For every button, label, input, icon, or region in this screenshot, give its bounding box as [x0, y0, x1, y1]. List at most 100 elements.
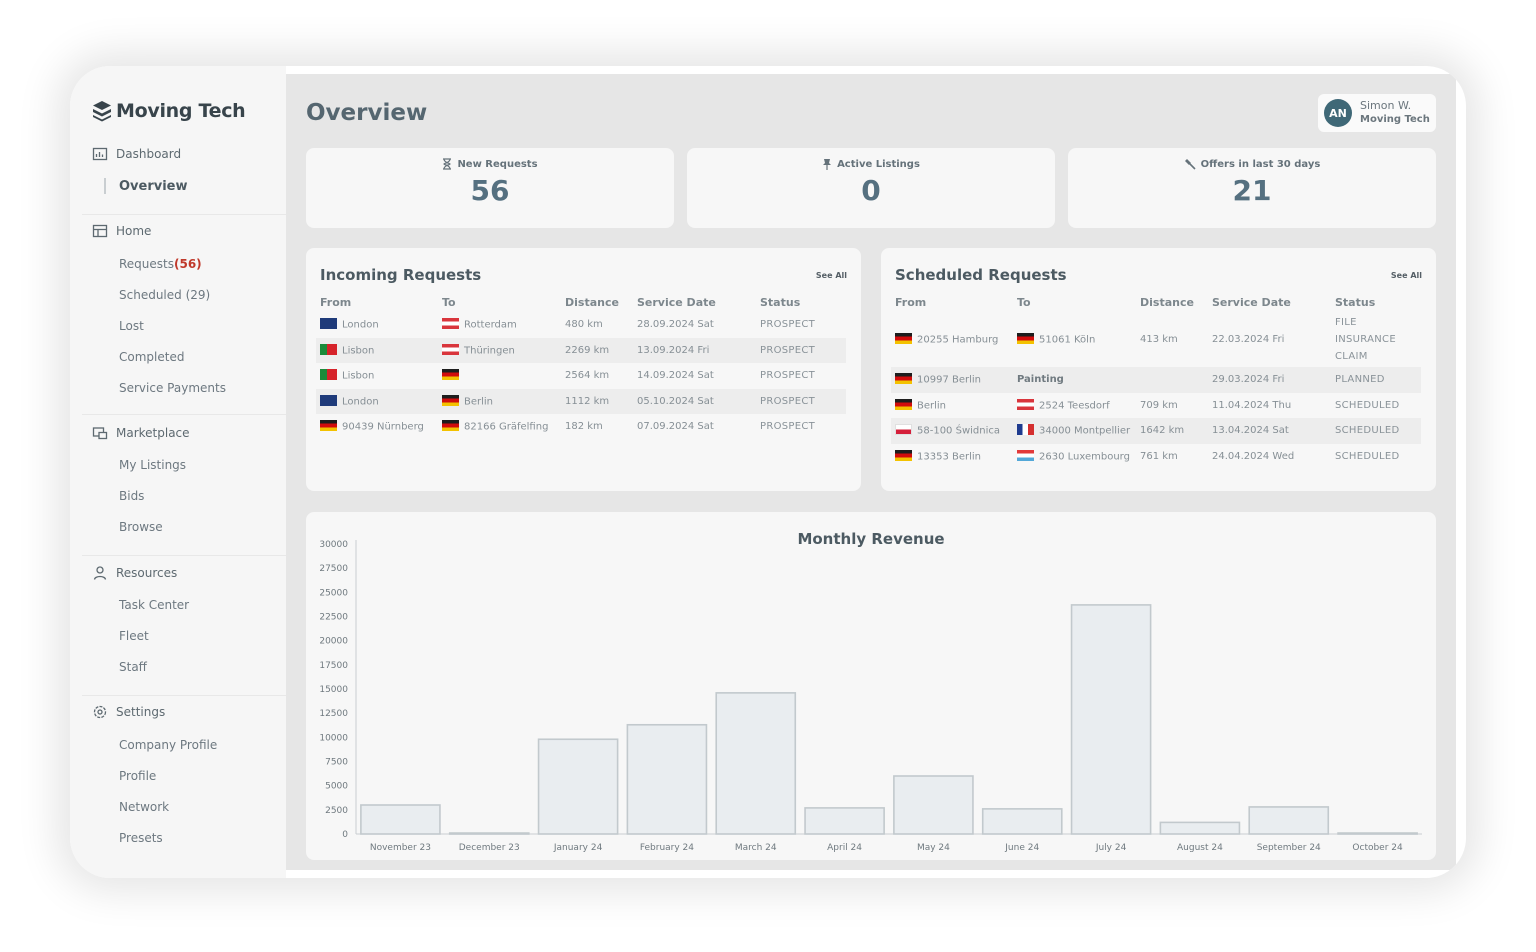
stat-card-offers[interactable]: Offers in last 30 days 21 [1068, 148, 1436, 228]
nav-section-label: Settings [116, 705, 166, 719]
cell-distance: 182 km [565, 421, 603, 433]
avatar: AN [1324, 99, 1352, 127]
column-header[interactable]: Distance [1140, 295, 1194, 309]
bar-8 [981, 808, 1063, 835]
nav-item-browse[interactable]: Browse [119, 520, 163, 534]
nav-item-company-profile[interactable]: Company Profile [119, 738, 218, 752]
flag-gb-icon [320, 394, 337, 406]
nav-item-service-payments[interactable]: Service Payments [119, 381, 226, 395]
see-all-link[interactable]: See All [815, 271, 847, 280]
nav-item-profile[interactable]: Profile [119, 769, 157, 783]
cell-from: London [316, 388, 438, 414]
stat-card-active-listings[interactable]: Active Listings 0 [687, 148, 1055, 228]
nav-item-overview[interactable]: Overview [119, 179, 188, 194]
nav-item-scheduled[interactable]: Scheduled (29) [119, 288, 211, 302]
from-location: 13353 Berlin [917, 451, 982, 462]
cell-distance: 1642 km [1136, 418, 1208, 444]
y-tick-label: 2500 [325, 806, 348, 816]
see-all-link[interactable]: See All [1390, 271, 1422, 280]
cell-distance: 480 km [565, 319, 603, 331]
cell-service-date: 13.09.2024 Fri [633, 337, 756, 363]
flag-de-icon [895, 373, 912, 384]
nav-item-bids[interactable]: Bids [119, 489, 145, 503]
nav-item-network[interactable]: Network [119, 800, 170, 814]
nav-section-resources[interactable]: Resources [92, 565, 177, 581]
nav-item-task-center[interactable]: Task Center [119, 598, 190, 612]
to-location: 82166 Gräfelfing [464, 421, 549, 433]
to-location: Painting [1017, 374, 1064, 386]
table-row[interactable]: Berlin 2524 Teesdorf 709 km 11.04.2024 Thu S… [891, 393, 1421, 419]
nav-section-label: Marketplace [116, 426, 190, 440]
table-row[interactable]: 13353 Berlin 2630 Luxembourg 761 km 24.04.2… [891, 444, 1421, 470]
bar-5 [715, 692, 797, 835]
nav-item-fleet[interactable]: Fleet [119, 629, 149, 643]
column-header[interactable]: To [1017, 295, 1031, 309]
bar-9 [1070, 604, 1152, 835]
table-row[interactable]: Lisbon Thüringen 2269 km 13.09.2024 Fri PROS… [316, 337, 846, 363]
nav-section-marketplace[interactable]: Marketplace [92, 425, 190, 441]
nav-section-home[interactable]: Home [92, 223, 151, 239]
from-location: London [342, 396, 379, 407]
hourglass-icon [443, 158, 452, 170]
cell-to: Rotterdam [438, 312, 561, 338]
flag-pl-icon [895, 424, 912, 435]
cell-service-date: 28.09.2024 Sat [637, 319, 714, 331]
nav-item-my-listings[interactable]: My Listings [119, 458, 187, 472]
nav-section-settings[interactable]: Settings [92, 704, 165, 720]
x-tick-label: August 24 [1177, 843, 1223, 853]
nav-item-presets[interactable]: Presets [119, 831, 163, 845]
y-tick-label: 25000 [319, 588, 348, 598]
user-company: Moving Tech [1360, 114, 1430, 125]
flag-de-icon [442, 369, 459, 380]
table-header-row: From To Distance Service Date Status [316, 292, 846, 312]
table-row[interactable]: London Berlin 1112 km 05.10.2024 Sat PROSPEC… [316, 388, 846, 414]
column-header[interactable]: Service Date [637, 295, 716, 309]
nav-item-requests[interactable]: Requests(56) [119, 257, 202, 271]
column-header[interactable]: Distance [565, 295, 619, 309]
user-menu[interactable]: AN Simon W. Moving Tech [1318, 94, 1436, 132]
cell-status: SCHEDULED [1335, 399, 1400, 411]
y-tick-label: 27500 [319, 564, 348, 574]
cell-service-date: 24.04.2024 Wed [1212, 450, 1295, 462]
logo-icon [93, 101, 111, 122]
table-row[interactable]: 58-100 Świdnica 34000 Montpellier 1642 km 1… [891, 418, 1421, 444]
cell-service-date: 05.10.2024 Sat [633, 388, 756, 414]
divider [82, 695, 286, 696]
nav-item-staff[interactable]: Staff [119, 660, 147, 674]
nav-item-lost[interactable]: Lost [119, 319, 144, 333]
table-row[interactable]: Lisbon 2564 km 14.09.2024 Sat PROSPECT [316, 363, 846, 389]
app-window: Moving Tech Dashboard Overview Home Requ… [70, 66, 1466, 878]
divider [82, 414, 286, 415]
table-row[interactable]: 20255 Hamburg 51061 Köln 413 km 22.03.2024 … [891, 312, 1421, 367]
active-indicator [104, 178, 106, 194]
y-tick-label: 7500 [325, 758, 348, 768]
bar-3 [537, 738, 619, 835]
stat-card-new-requests[interactable]: New Requests 56 [306, 148, 674, 228]
app-logo[interactable]: Moving Tech [92, 100, 246, 122]
cell-status: PROSPECT [760, 319, 816, 331]
chart-title: Monthly Revenue [797, 530, 945, 548]
cell-status: PROSPECT [760, 421, 816, 433]
cell-distance: 709 km [1140, 399, 1178, 411]
from-location: Lisbon [342, 345, 375, 356]
y-tick-label: 20000 [319, 637, 348, 647]
table-row[interactable]: London Rotterdam 480 km 28.09.2024 Sat PROSP… [316, 312, 846, 338]
cell-to: 51061 Köln [1013, 312, 1136, 367]
panel-title: Incoming Requests [320, 266, 482, 284]
nav-item-completed[interactable]: Completed [119, 350, 185, 364]
nav-section-dashboard[interactable]: Dashboard [92, 146, 181, 162]
column-header[interactable]: From [320, 295, 352, 309]
column-header[interactable]: From [895, 295, 927, 309]
incoming-requests-panel: Incoming Requests See All From To Distan… [306, 248, 861, 491]
column-header[interactable]: Status [760, 295, 801, 309]
gear-icon [93, 705, 107, 719]
column-header[interactable]: To [442, 295, 456, 309]
stat-value: 56 [470, 174, 510, 207]
cell-distance: 1112 km [561, 388, 633, 414]
app-name: Moving Tech [116, 100, 246, 122]
table-row[interactable]: 90439 Nürnberg 82166 Gräfelfing 182 km 07.0… [316, 414, 846, 440]
column-header[interactable]: Service Date [1212, 295, 1291, 309]
column-header[interactable]: Status [1335, 295, 1376, 309]
table-row[interactable]: 10997 Berlin Painting 29.03.2024 Fri PLANNE… [891, 367, 1421, 393]
cell-status: PROSPECT [756, 337, 846, 363]
